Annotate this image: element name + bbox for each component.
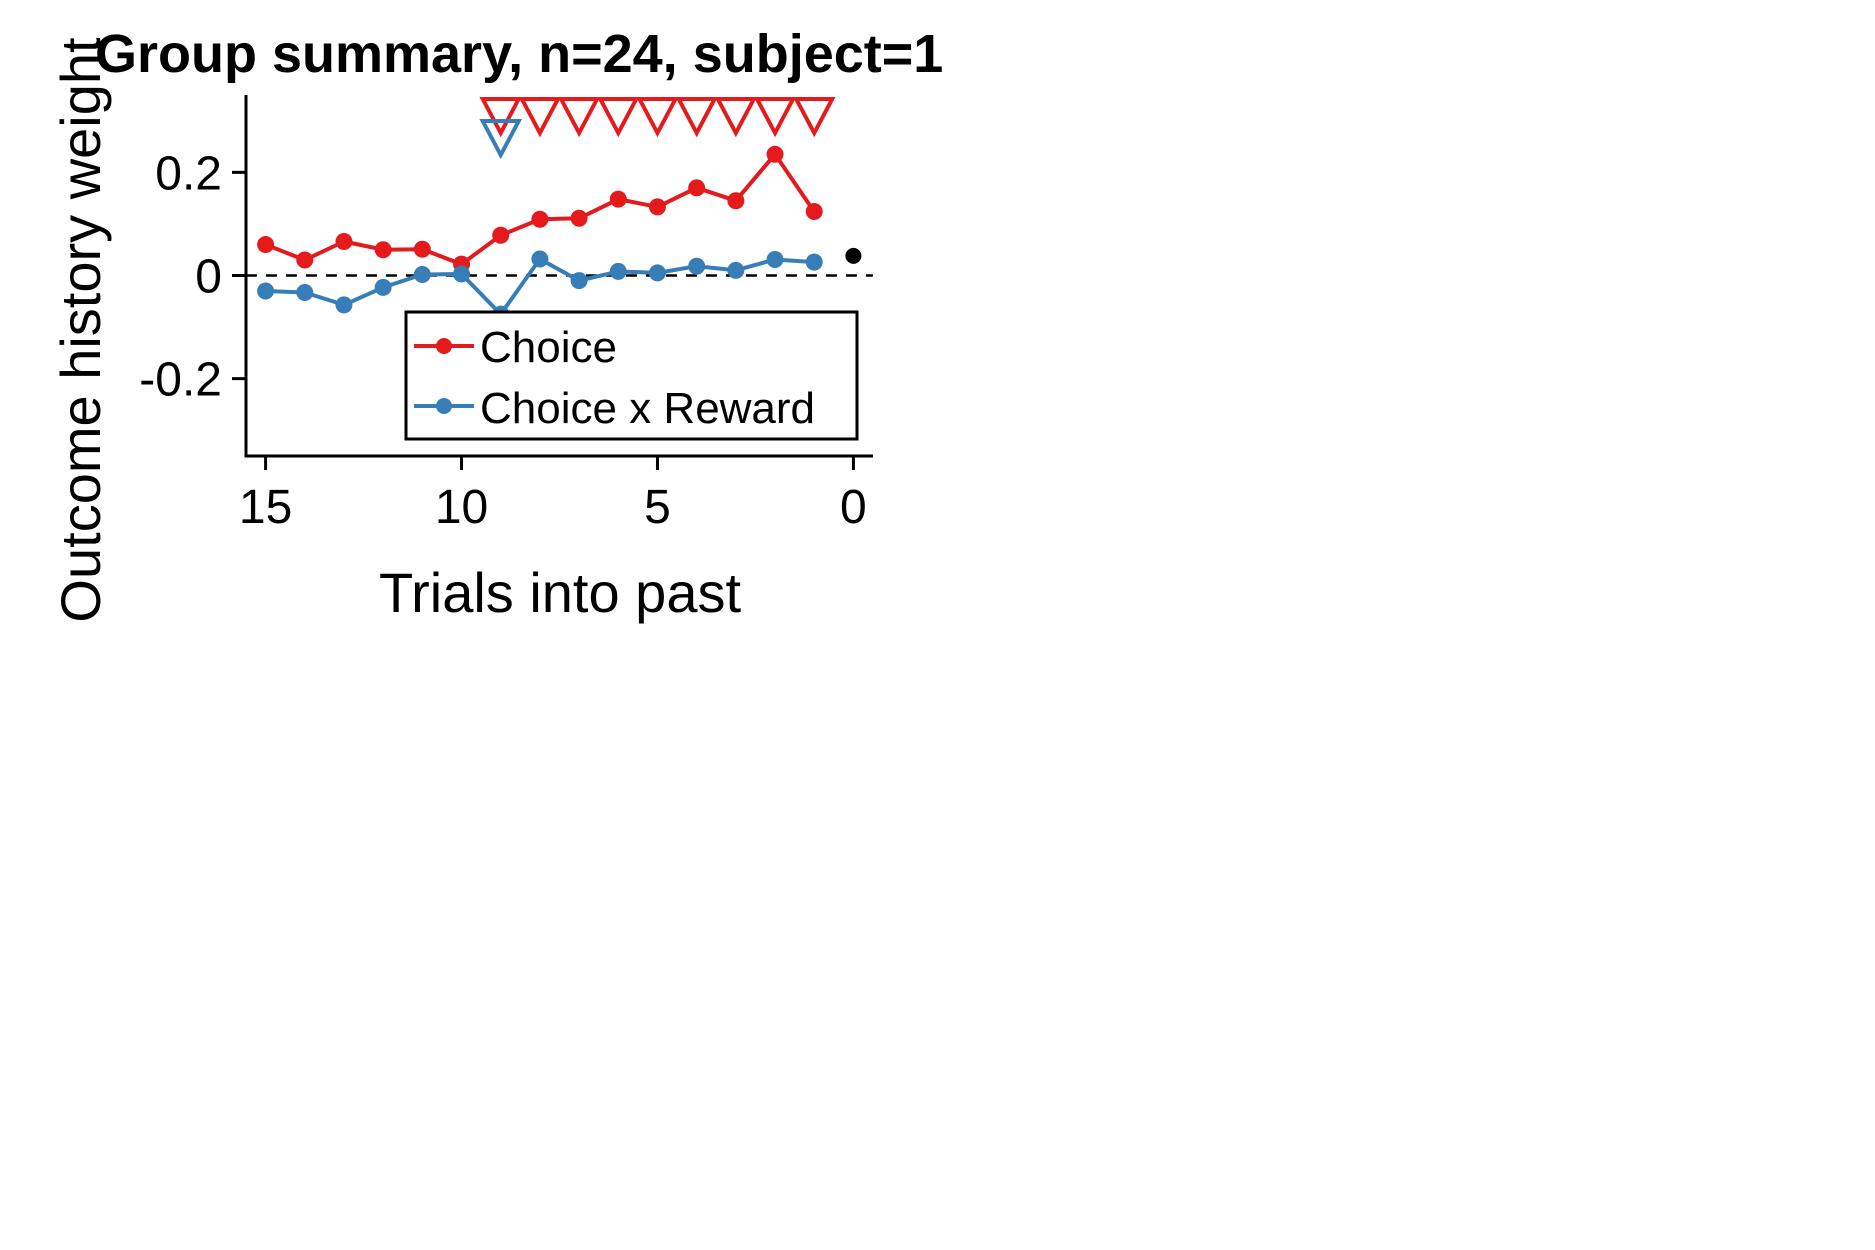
data-point-choice [257,236,275,254]
data-point-choice [609,190,627,208]
legend-label-choice-x-reward: Choice x Reward [480,384,815,433]
significance-markers [479,97,836,160]
x-axis-label: Trials into past [379,561,742,624]
data-point-choice [335,232,353,250]
y-tick-label: 0 [195,251,222,304]
data-point-choice-x-reward [257,282,275,300]
significance-marker-choice [792,97,836,138]
x-tick-label: 5 [644,481,671,534]
data-point-choice [648,198,666,216]
data-point-choice-x-reward [688,257,706,275]
axes: 0.2 0 -0.2 15 10 5 0 [139,95,873,534]
data-point-extra [845,247,862,264]
y-tick-label: 0.2 [155,147,222,200]
x-tick-label: 0 [840,481,867,534]
legend-label-choice: Choice [480,323,617,372]
significance-marker-choice [636,97,679,138]
data-point-choice-x-reward [296,284,314,302]
significance-marker-choice [753,97,797,138]
data-point-choice [688,179,706,197]
x-tick-label: 15 [239,481,292,534]
significance-marker-choice [557,97,601,138]
data-point-choice-x-reward [766,251,784,269]
data-point-choice-x-reward [727,261,745,279]
data-point-choice [805,203,823,221]
data-point-choice [766,145,784,163]
data-point-choice-x-reward [570,272,588,290]
legend-marker-choice [436,338,452,354]
data-point-choice-x-reward [374,278,392,296]
data-point-choice-x-reward [805,253,823,271]
data-point-choice [413,240,431,258]
data-point-choice [492,226,510,244]
y-tick-label: -0.2 [139,354,222,407]
x-tick-label: 10 [435,481,488,534]
chart-title: Group summary, n=24, subject=1 [95,24,943,84]
y-axis-label: Outcome history weight [49,37,112,623]
legend-frame [404,310,859,441]
significance-marker-choice [714,97,758,138]
legend-marker-choice-x-reward [436,398,452,414]
data-point-choice-x-reward [531,250,549,268]
data-point-choice-x-reward [335,296,353,314]
plot-area [246,145,873,323]
legend: Choice Choice x Reward [404,310,859,441]
data-point-choice [570,209,588,227]
data-point-choice [296,251,314,269]
data-point-choice-x-reward [453,265,471,283]
data-point-choice [727,192,745,210]
data-point-choice-x-reward [648,264,666,282]
significance-marker-choice [518,97,562,138]
significance-marker-choice-x-reward [479,119,523,160]
data-point-choice [374,241,392,259]
data-point-choice-x-reward [609,262,627,280]
significance-marker-choice [596,97,640,138]
significance-marker-choice [675,97,718,138]
significance-marker-choice [479,97,523,138]
data-point-choice [531,210,549,228]
data-point-choice-x-reward [413,265,431,283]
